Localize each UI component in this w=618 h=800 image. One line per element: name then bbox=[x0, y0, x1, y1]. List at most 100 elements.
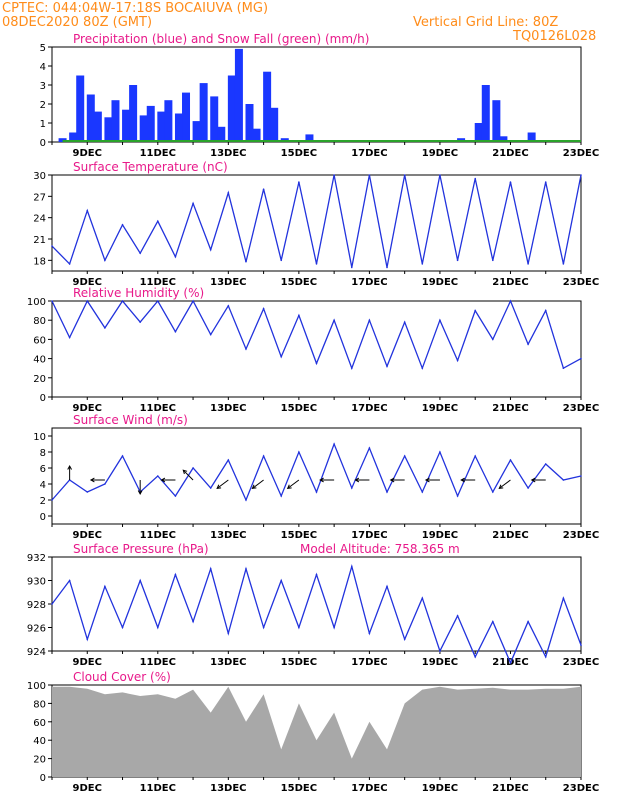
rain-bar bbox=[499, 136, 508, 142]
pressure-ytick-label: 932 bbox=[27, 553, 46, 564]
wind-point bbox=[86, 491, 89, 493]
pressure-ytick-label: 924 bbox=[27, 647, 46, 658]
wind-point bbox=[474, 455, 477, 457]
wind-arrow bbox=[498, 479, 511, 489]
wind-point bbox=[403, 455, 406, 457]
pressure-point bbox=[104, 585, 106, 588]
rain-bar bbox=[69, 132, 78, 142]
temp-point bbox=[368, 174, 371, 176]
wind-point bbox=[280, 495, 283, 497]
rh-point bbox=[474, 309, 477, 312]
rh-xtick-label: 15DEC bbox=[281, 403, 317, 414]
rh-xtick-label: 9DEC bbox=[73, 403, 102, 414]
rh-xtick-label: 19DEC bbox=[422, 403, 458, 414]
wind-arrow-head bbox=[354, 477, 360, 483]
rh-point bbox=[174, 330, 177, 333]
rh-xtick-label: 11DEC bbox=[140, 403, 176, 414]
precip-panel: Precipitation (blue) and Snow Fall (gree… bbox=[40, 32, 600, 159]
wind-xtick-label: 15DEC bbox=[281, 530, 317, 541]
temp-series-line bbox=[51, 174, 582, 268]
wind-point bbox=[104, 483, 106, 485]
precip-ytick-label: 3 bbox=[40, 81, 46, 92]
rain-bar bbox=[146, 105, 155, 142]
cloud-ytick-label: 80 bbox=[33, 699, 46, 710]
wind-arrow bbox=[182, 469, 194, 481]
rh-point bbox=[456, 359, 459, 362]
pressure-annotation: Model Altitude: 758.365 m bbox=[300, 542, 460, 556]
rain-bar bbox=[164, 100, 173, 142]
pressure-point bbox=[68, 579, 71, 582]
precip-ytick-label: 5 bbox=[40, 43, 46, 54]
pressure-point bbox=[174, 573, 177, 576]
wind-xtick-label: 17DEC bbox=[351, 530, 387, 541]
rh-point bbox=[245, 348, 247, 350]
wind-arrow bbox=[216, 479, 229, 489]
wind-point bbox=[209, 487, 212, 489]
rh-point bbox=[562, 367, 565, 370]
wind-xtick-label: 19DEC bbox=[422, 530, 458, 541]
temp-point bbox=[280, 259, 283, 262]
pressure-point bbox=[421, 597, 424, 599]
station-line: CPTEC: 044:04W-17:18S BOCAIUVA (MG) bbox=[2, 1, 268, 16]
cloud-ytick-label: 100 bbox=[27, 681, 46, 692]
wind-xtick-label: 9DEC bbox=[73, 530, 102, 541]
rain-bar bbox=[111, 100, 120, 142]
temp-point bbox=[192, 202, 194, 205]
temp-xtick-label: 9DEC bbox=[73, 277, 102, 288]
temp-point bbox=[386, 266, 388, 269]
rh-point bbox=[421, 367, 424, 370]
temp-point bbox=[262, 188, 265, 191]
rain-bar bbox=[245, 104, 254, 142]
rh-point bbox=[104, 327, 106, 329]
cloud-xtick-label: 21DEC bbox=[492, 783, 528, 794]
cloud-xtick-label: 9DEC bbox=[73, 783, 102, 794]
temp-xtick-label: 11DEC bbox=[140, 277, 176, 288]
pressure-xtick-label: 23DEC bbox=[563, 657, 599, 668]
rain-bar bbox=[122, 109, 131, 142]
pressure-point bbox=[298, 626, 300, 629]
rh-point bbox=[51, 300, 53, 302]
temp-point bbox=[580, 174, 582, 176]
pressure-ytick-label: 928 bbox=[27, 600, 46, 611]
wind-arrow-head bbox=[498, 484, 504, 490]
precip-ytick-label: 4 bbox=[40, 62, 46, 73]
temp-title: Surface Temperature (nC) bbox=[73, 160, 228, 174]
grid-note: Vertical Grid Line: 80Z bbox=[413, 15, 558, 30]
rh-xtick-label: 13DEC bbox=[210, 403, 246, 414]
wind-arrow-head bbox=[389, 477, 395, 483]
cloud-ytick-label: 20 bbox=[33, 755, 46, 766]
cloud-xtick-label: 23DEC bbox=[563, 783, 599, 794]
precip-xtick-label: 23DEC bbox=[563, 148, 599, 159]
wind-point bbox=[562, 479, 565, 481]
rh-point bbox=[368, 319, 371, 322]
rh-point bbox=[157, 300, 159, 302]
rain-bar bbox=[527, 132, 536, 142]
pressure-point bbox=[544, 656, 547, 658]
wind-panel: Surface Wind (m/s) 0 2 4 6 8 10 9DEC 11DEC 13DEC 1… bbox=[33, 413, 599, 541]
wind-arrow-head bbox=[67, 464, 72, 470]
wind-point bbox=[333, 443, 335, 445]
rh-title: Relative Humidity (%) bbox=[73, 286, 204, 300]
pressure-series-line bbox=[51, 563, 582, 665]
cloud-title: Cloud Cover (%) bbox=[73, 670, 171, 684]
model-code: TQ0126L028 bbox=[512, 29, 596, 44]
rh-point bbox=[527, 343, 529, 346]
wind-arrow-head bbox=[137, 490, 143, 496]
temp-xtick-label: 15DEC bbox=[281, 277, 317, 288]
pressure-point bbox=[245, 567, 247, 570]
rain-bar bbox=[93, 111, 102, 142]
cloud-xtick-label: 19DEC bbox=[422, 783, 458, 794]
wind-point bbox=[368, 447, 371, 449]
rain-bar bbox=[305, 134, 314, 142]
wind-arrow bbox=[252, 479, 264, 489]
pressure-point bbox=[333, 626, 335, 629]
wind-point bbox=[192, 467, 194, 469]
pressure-point bbox=[262, 626, 265, 629]
precip-title: Precipitation (blue) and Snow Fall (gree… bbox=[73, 32, 369, 46]
pressure-point bbox=[315, 573, 318, 576]
precip-ytick-label: 2 bbox=[40, 100, 46, 111]
rh-point bbox=[139, 321, 141, 323]
wind-xtick-label: 11DEC bbox=[140, 530, 176, 541]
rain-bar bbox=[270, 107, 279, 142]
rh-point bbox=[262, 307, 265, 310]
